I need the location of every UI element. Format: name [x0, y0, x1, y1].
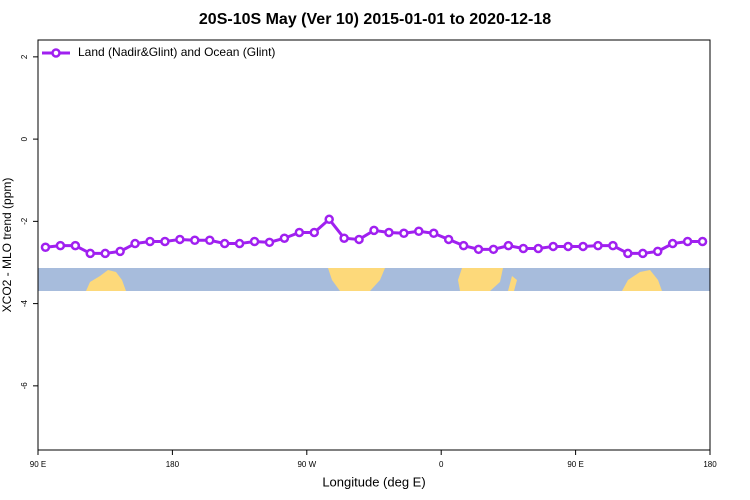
data-point: [55, 240, 66, 251]
y-tick-label: 0: [20, 136, 29, 141]
y-tick-label: -4: [20, 299, 29, 307]
data-point: [428, 228, 439, 239]
data-point: [458, 240, 469, 251]
data-point: [548, 241, 558, 252]
y-tick-label: -2: [20, 217, 29, 225]
data-point: [219, 238, 230, 249]
data-point: [697, 236, 708, 247]
data-point: [40, 242, 51, 253]
data-point: [369, 225, 379, 236]
data-point: [593, 240, 603, 251]
data-point: [160, 236, 170, 247]
land-shape: [622, 270, 662, 291]
data-point: [473, 244, 484, 255]
data-point: [384, 227, 394, 238]
data-point: [264, 237, 275, 248]
data-point: [85, 248, 96, 259]
data-point: [682, 236, 693, 247]
y-tick-label: -6: [20, 382, 29, 390]
x-tick-label: 90 E: [30, 460, 46, 469]
x-tick-label: 0: [439, 460, 444, 469]
data-point: [414, 226, 424, 236]
legend-label: Land (Nadir&Glint) and Ocean (Glint): [78, 45, 275, 59]
y-axis-title: XCO2 - MLO trend (ppm): [0, 178, 14, 313]
data-point: [339, 233, 349, 243]
series-line: [45, 217, 703, 255]
x-tick-label: 90 W: [297, 460, 316, 469]
data-point: [623, 248, 633, 259]
data-point: [100, 248, 110, 259]
data-point: [234, 238, 245, 249]
data-point: [354, 234, 364, 245]
data-point: [145, 236, 155, 247]
data-point: [190, 235, 200, 246]
data-point: [563, 241, 573, 252]
y-tick-label: 2: [20, 54, 29, 59]
map-strip: [38, 268, 710, 291]
land-shape: [508, 276, 517, 291]
plot-frame: [37, 39, 711, 451]
data-point: [443, 234, 454, 245]
x-tick-label: 180: [166, 460, 180, 469]
data-point: [638, 248, 648, 259]
x-tick-label: 180: [703, 460, 717, 469]
data-point: [533, 243, 544, 254]
data-point: [294, 227, 305, 238]
land-shape: [458, 268, 503, 291]
data-point: [503, 240, 514, 251]
data-point: [578, 241, 588, 252]
data-point: [399, 228, 409, 239]
data-point: [667, 238, 678, 249]
chart-title: 20S-10S May (Ver 10) 2015-01-01 to 2020-…: [199, 11, 551, 28]
data-point: [175, 234, 185, 245]
data-point: [279, 233, 290, 243]
x-tick-label: 90 E: [567, 460, 583, 469]
data-point: [652, 246, 663, 257]
data-point: [249, 236, 260, 247]
data-point: [130, 238, 140, 249]
data-point: [204, 235, 215, 246]
land-shape: [328, 268, 385, 291]
legend-marker: [51, 48, 61, 58]
data-point: [309, 227, 320, 238]
data-point: [115, 246, 125, 257]
data-point: [70, 240, 81, 251]
data-point: [608, 240, 618, 251]
land-shape: [86, 270, 126, 291]
data-point: [324, 214, 334, 225]
data-point: [488, 244, 499, 255]
x-axis-title: Longitude (deg E): [322, 474, 425, 489]
data-point: [518, 243, 529, 254]
